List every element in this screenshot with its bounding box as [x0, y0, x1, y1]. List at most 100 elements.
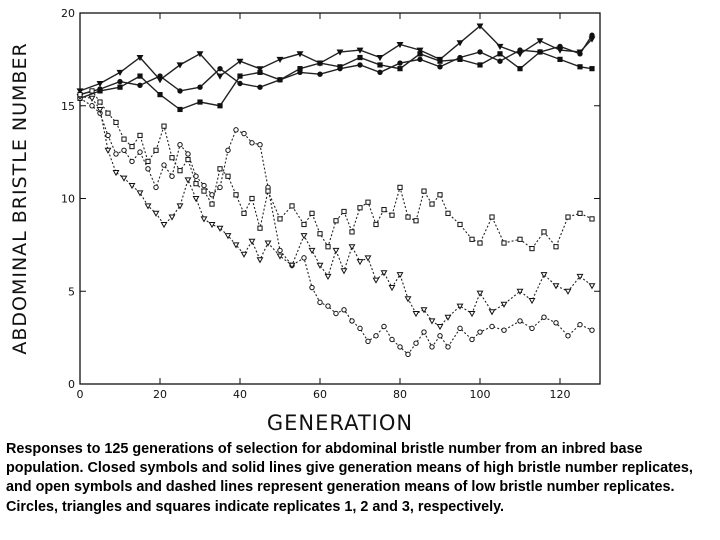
data-point: [373, 333, 379, 339]
data-point: [233, 192, 239, 198]
data-point: [476, 290, 484, 297]
y-tick-label: 0: [68, 378, 75, 391]
data-point: [489, 323, 495, 330]
data-point: [301, 221, 307, 228]
data-point: [445, 210, 451, 216]
data-point: [257, 84, 263, 90]
data-point: [589, 216, 595, 222]
series-high-replicate-2: [76, 23, 596, 95]
data-point: [349, 318, 355, 324]
data-point: [117, 78, 123, 85]
data-point: [276, 253, 284, 260]
axes: 0 20 40 60 80 100 120 0 5 10 15 20: [61, 7, 601, 401]
data-point: [372, 277, 380, 284]
data-point: [457, 325, 463, 332]
data-point: [528, 298, 536, 305]
data-point: [377, 69, 383, 76]
data-point: [340, 268, 348, 275]
data-point: [357, 205, 363, 211]
x-tick-label: 100: [470, 388, 491, 401]
data-point: [488, 309, 496, 316]
data-point: [177, 168, 183, 174]
data-point: [412, 311, 420, 318]
data-point: [444, 314, 452, 321]
data-point: [377, 62, 383, 68]
data-point: [276, 56, 284, 64]
data-point: [413, 218, 419, 224]
data-point: [177, 142, 183, 148]
data-point: [404, 296, 412, 303]
data-point: [288, 262, 296, 269]
data-point: [576, 49, 584, 56]
data-point: [517, 318, 523, 324]
data-point: [380, 270, 388, 277]
series-line: [79, 90, 593, 250]
data-point: [264, 240, 272, 247]
data-point: [153, 147, 159, 153]
data-point: [289, 203, 295, 209]
data-point: [208, 222, 216, 229]
data-point: [437, 192, 443, 198]
data-point: [421, 188, 427, 194]
data-point: [469, 336, 475, 343]
data-point: [429, 201, 435, 207]
data-point: [365, 338, 371, 345]
x-tick-label: 20: [153, 388, 167, 401]
data-point: [565, 214, 571, 220]
data-point: [176, 62, 184, 69]
data-point: [437, 64, 443, 70]
data-point: [128, 183, 136, 190]
data-point: [357, 54, 363, 61]
x-tick-label: 40: [233, 388, 247, 401]
data-point: [457, 56, 463, 62]
data-point: [97, 88, 103, 94]
data-point: [556, 47, 564, 54]
data-point: [249, 195, 255, 202]
data-point: [277, 216, 283, 222]
data-point: [136, 55, 144, 62]
data-point: [389, 336, 395, 343]
figure-caption: Responses to 125 generations of selectio…: [6, 441, 693, 515]
data-point: [405, 351, 411, 358]
data-point: [225, 173, 231, 179]
data-point: [337, 64, 343, 70]
data-point: [332, 247, 340, 255]
data-point: [217, 65, 223, 72]
data-point: [177, 106, 183, 113]
data-point: [113, 119, 119, 126]
data-point: [541, 314, 547, 320]
data-point: [469, 236, 475, 242]
data-point: [552, 283, 560, 290]
data-point: [156, 77, 164, 84]
x-tick-label: 120: [550, 388, 571, 401]
data-point: [477, 240, 483, 246]
data-point: [517, 66, 523, 72]
x-tick-label: 80: [393, 388, 407, 401]
data-point: [256, 257, 264, 264]
data-point: [216, 225, 224, 232]
data-point: [117, 84, 123, 90]
data-point: [297, 66, 303, 72]
data-point: [137, 73, 143, 79]
data-point: [537, 49, 543, 55]
data-point: [397, 344, 403, 350]
data-point: [517, 236, 523, 242]
data-point: [145, 158, 151, 165]
data-point: [176, 203, 184, 210]
data-point: [541, 229, 547, 235]
y-tick-label: 10: [61, 193, 75, 206]
data-point: [232, 242, 240, 249]
data-point: [333, 310, 339, 317]
data-point: [237, 73, 243, 79]
data-point: [233, 127, 239, 133]
data-point: [129, 143, 135, 150]
data-point: [236, 58, 244, 65]
data-point: [256, 66, 264, 73]
data-point: [341, 307, 347, 313]
bristle-selection-chart: 0 20 40 60 80 100 120 0 5 10 15 20 GENERATION ABDOM…: [9, 7, 601, 435]
data-point: [296, 51, 304, 58]
data-point: [97, 99, 103, 105]
data-point: [553, 320, 559, 326]
data-point: [116, 69, 124, 77]
data-point: [376, 55, 384, 62]
